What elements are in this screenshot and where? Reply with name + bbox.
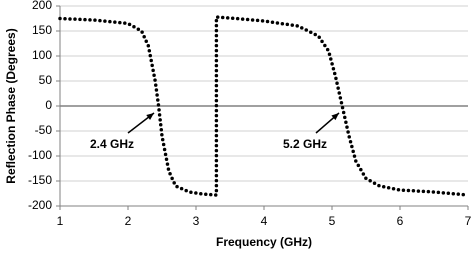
y-tick-label: 50 [39, 73, 53, 87]
y-tick-label: 100 [32, 48, 52, 62]
annotation: 5.2 GHz [283, 137, 327, 151]
x-tick-label: 4 [261, 214, 268, 228]
x-tick-label: 6 [397, 214, 404, 228]
x-axis-title: Frequency (GHz) [216, 235, 312, 249]
y-tick-label: 0 [45, 98, 52, 112]
x-tick-label: 3 [193, 214, 200, 228]
y-tick-label: 200 [32, 0, 52, 12]
arrow-head [331, 113, 339, 121]
y-tick-label: -100 [28, 148, 52, 162]
y-tick-label: -150 [28, 173, 52, 187]
arrow-head [146, 113, 154, 120]
y-axis-title: Reflection Phase (Degrees) [4, 28, 18, 183]
annotation: 2.4 GHz [90, 137, 134, 151]
x-tick-label: 5 [329, 214, 336, 228]
x-tick-label: 7 [465, 214, 472, 228]
y-tick-label: -50 [35, 123, 53, 137]
y-tick-label: -200 [28, 198, 52, 212]
x-tick-label: 2 [125, 214, 132, 228]
x-tick-label: 1 [57, 214, 64, 228]
data-line [58, 15, 470, 197]
y-tick-label: 150 [32, 23, 52, 37]
